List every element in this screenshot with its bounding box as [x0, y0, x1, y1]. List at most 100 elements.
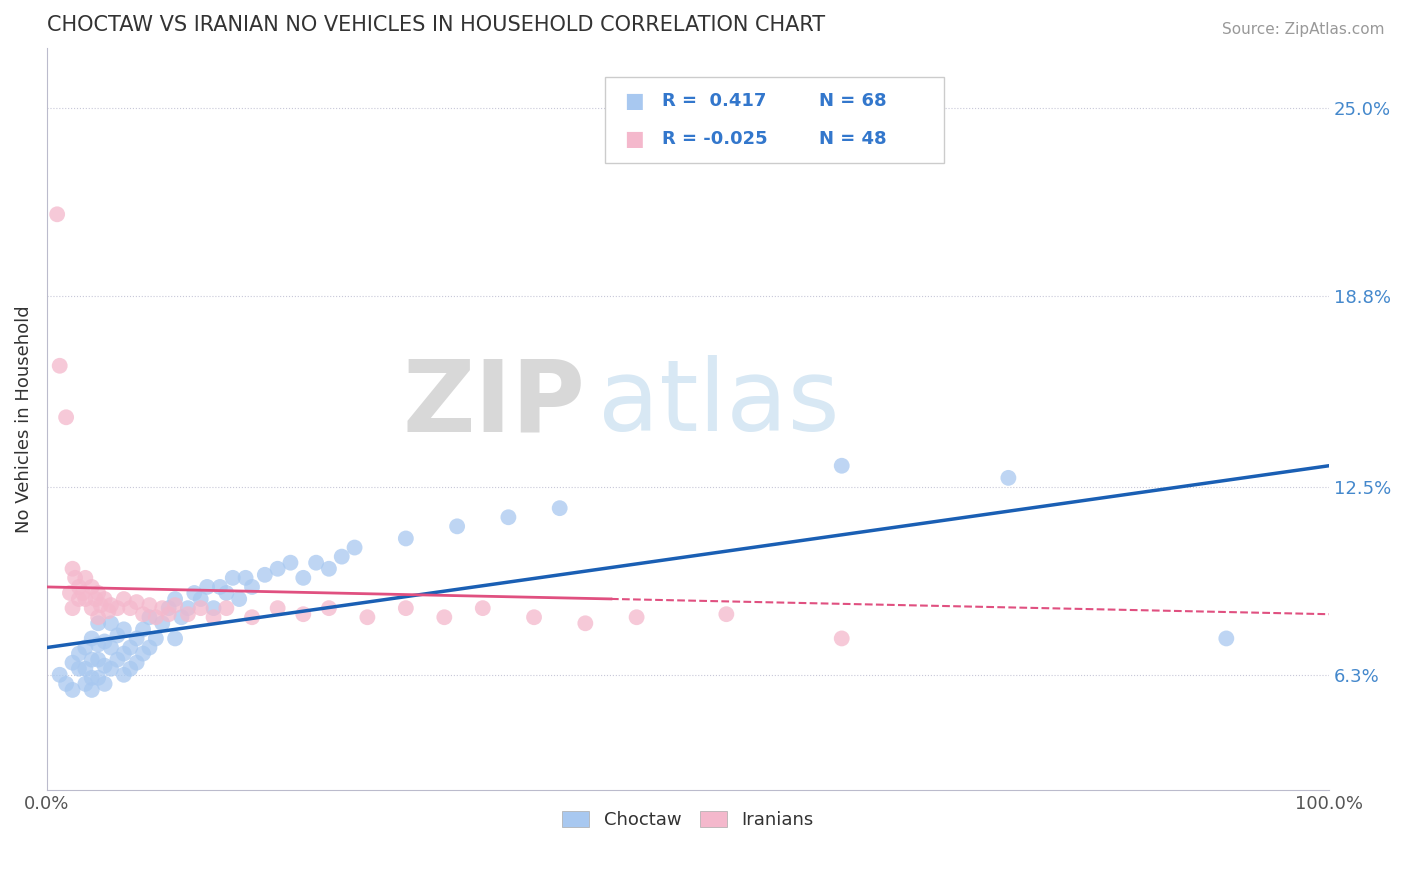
Point: [62, 656, 84, 670]
Point: [93, 592, 115, 607]
Point: [93, 677, 115, 691]
Legend: Choctaw, Iranians: Choctaw, Iranians: [555, 804, 821, 837]
Point: [183, 586, 205, 600]
Point: [80, 601, 103, 615]
Text: ■: ■: [624, 91, 644, 112]
Point: [208, 580, 231, 594]
Point: [395, 532, 418, 546]
Point: [93, 634, 115, 648]
Text: CHOCTAW VS IRANIAN NO VEHICLES IN HOUSEHOLD CORRELATION CHART: CHOCTAW VS IRANIAN NO VEHICLES IN HOUSEH…: [46, 15, 825, 35]
Point: [395, 601, 418, 615]
Point: [67, 662, 90, 676]
Point: [80, 682, 103, 697]
Point: [55, 410, 77, 425]
Point: [105, 628, 128, 642]
Point: [125, 595, 148, 609]
Point: [97, 604, 120, 618]
Point: [125, 656, 148, 670]
Point: [215, 586, 238, 600]
Point: [62, 562, 84, 576]
Point: [157, 601, 180, 615]
Point: [266, 562, 288, 576]
Point: [318, 601, 340, 615]
Point: [228, 592, 250, 607]
Point: [177, 607, 200, 622]
Point: [626, 610, 648, 624]
Point: [75, 571, 97, 585]
Text: Source: ZipAtlas.com: Source: ZipAtlas.com: [1222, 22, 1385, 37]
Point: [80, 671, 103, 685]
Point: [266, 601, 288, 615]
Point: [132, 623, 155, 637]
Point: [93, 658, 115, 673]
Point: [48, 359, 70, 373]
Point: [67, 647, 90, 661]
Point: [145, 610, 167, 624]
Point: [253, 567, 276, 582]
Point: [356, 610, 378, 624]
Point: [433, 610, 456, 624]
Point: [125, 632, 148, 646]
Point: [63, 571, 86, 585]
Point: [280, 556, 302, 570]
Point: [138, 610, 160, 624]
Point: [343, 541, 366, 555]
Point: [138, 598, 160, 612]
Text: ZIP: ZIP: [402, 355, 585, 452]
Point: [202, 601, 225, 615]
Text: R =  0.417: R = 0.417: [662, 92, 766, 111]
Point: [105, 601, 128, 615]
Point: [446, 519, 468, 533]
Point: [87, 671, 110, 685]
Text: ■: ■: [624, 128, 644, 149]
Text: atlas: atlas: [598, 355, 839, 452]
Point: [112, 667, 135, 681]
Point: [87, 653, 110, 667]
Point: [75, 592, 97, 607]
Point: [105, 653, 128, 667]
Point: [292, 607, 315, 622]
Point: [120, 662, 142, 676]
Point: [318, 562, 340, 576]
Point: [112, 592, 135, 607]
Text: R = -0.025: R = -0.025: [662, 130, 768, 148]
Y-axis label: No Vehicles in Household: No Vehicles in Household: [15, 305, 32, 533]
Point: [100, 598, 122, 612]
Point: [240, 580, 263, 594]
Point: [831, 632, 853, 646]
Point: [190, 601, 212, 615]
Point: [67, 580, 90, 594]
Point: [132, 647, 155, 661]
Point: [145, 632, 167, 646]
Point: [59, 586, 82, 600]
Point: [87, 610, 110, 624]
Point: [305, 556, 328, 570]
Point: [120, 601, 142, 615]
Point: [75, 662, 97, 676]
Point: [523, 610, 546, 624]
Point: [84, 592, 107, 607]
Point: [240, 610, 263, 624]
Point: [177, 601, 200, 615]
Point: [222, 571, 245, 585]
Point: [100, 662, 122, 676]
FancyBboxPatch shape: [605, 78, 945, 162]
Point: [112, 647, 135, 661]
Point: [150, 616, 173, 631]
Point: [55, 677, 77, 691]
Point: [471, 601, 494, 615]
Point: [80, 580, 103, 594]
Point: [498, 510, 520, 524]
Point: [165, 632, 187, 646]
Point: [62, 601, 84, 615]
Point: [574, 616, 596, 631]
Point: [48, 667, 70, 681]
Point: [997, 471, 1019, 485]
Point: [195, 580, 218, 594]
Point: [165, 592, 187, 607]
Point: [87, 638, 110, 652]
Point: [165, 598, 187, 612]
Point: [112, 623, 135, 637]
Point: [138, 640, 160, 655]
Point: [330, 549, 353, 564]
